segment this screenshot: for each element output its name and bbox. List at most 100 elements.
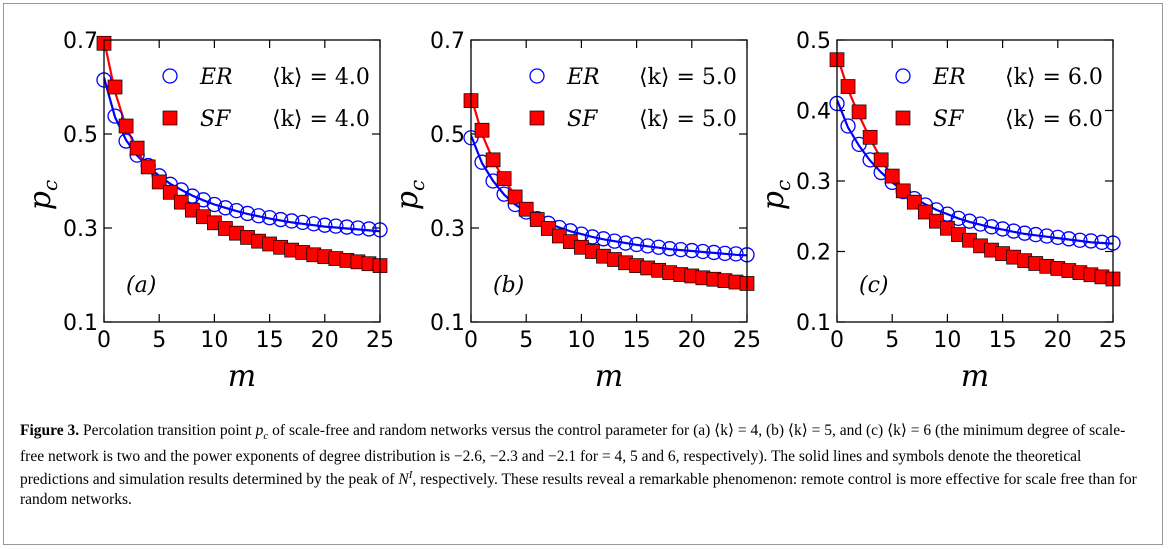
x-tick-label: 10 — [567, 328, 595, 353]
x-tick-label: 20 — [678, 328, 706, 353]
sf-data-point — [151, 174, 167, 190]
sf-data-point — [540, 221, 556, 236]
panel-label: (c) — [859, 273, 889, 298]
panel-label: (a) — [126, 273, 156, 298]
legend-series-name: ER — [566, 65, 600, 90]
er-data-point — [1050, 229, 1066, 246]
er-data-point — [317, 217, 333, 233]
panel-b: 0 5 10 15 20 25 0.1 0.3 0.5 0.7 m pc ER ⟨k⟩ = 5.0 SF ⟨k… — [390, 0, 767, 400]
panel-c: 0 5 10 15 20 25 0.1 0.2 0.3 0.4 0.5 m pc ER ⟨k⟩ = 6.0 S… — [756, 0, 1133, 400]
y-tick-label: 0.2 — [796, 241, 831, 266]
legend-square-marker — [895, 110, 911, 126]
legend-series-degree: ⟨k⟩ = 5.0 — [639, 107, 737, 132]
plot-frame — [470, 39, 748, 323]
er-data-point — [717, 245, 733, 262]
sf-data-point — [129, 140, 145, 156]
chart-a: 0 5 10 15 20 25 0.1 0.3 0.5 0.7 m pc ER ⟨k⟩ = 4.0 SF ⟨k… — [23, 29, 394, 394]
er-data-point — [206, 196, 223, 213]
x-tick-label: 5 — [885, 328, 899, 353]
legend-circle-marker — [895, 68, 911, 84]
legend-series-degree: ⟨k⟩ = 5.0 — [639, 65, 737, 90]
er-data-point — [950, 210, 967, 227]
plot-frame — [836, 39, 1114, 323]
er-data-point — [728, 246, 744, 262]
x-axis-label: m — [228, 359, 256, 394]
legend-series-name: ER — [932, 65, 966, 90]
x-tick-label: 5 — [519, 328, 533, 353]
er-data-point — [295, 214, 311, 231]
y-tick-label: 0.3 — [63, 217, 98, 242]
x-tick-label: 5 — [152, 328, 166, 353]
x-axis-label: m — [961, 359, 989, 394]
y-tick-label: 0.1 — [796, 311, 831, 336]
x-tick-label: 20 — [311, 328, 339, 353]
er-data-point — [695, 243, 711, 260]
sf-data-point — [173, 194, 189, 210]
er-data-point — [239, 205, 256, 222]
sf-data-point — [873, 152, 889, 168]
chart-b: 0 5 10 15 20 25 0.1 0.3 0.5 0.7 m pc ER ⟨k⟩ = 5.0 SF ⟨k… — [390, 29, 761, 394]
legend-circle-marker — [162, 68, 178, 84]
sf-data-point — [884, 168, 900, 184]
x-axis-label: m — [595, 359, 623, 394]
er-data-point — [673, 241, 689, 258]
er-data-point — [639, 238, 656, 254]
er-data-point — [272, 211, 289, 228]
legend-series-degree: ⟨k⟩ = 4.0 — [272, 65, 370, 90]
y-tick-label: 0.5 — [796, 29, 831, 54]
caption-ni-symbol: N — [398, 471, 409, 489]
er-data-point — [662, 241, 678, 257]
legend-series-name: ER — [199, 65, 233, 90]
er-data-point — [1028, 226, 1044, 243]
chart-c: 0 5 10 15 20 25 0.1 0.2 0.3 0.4 0.5 m pc ER ⟨k⟩ = 6.0 S… — [756, 29, 1127, 394]
x-tick-label: 25 — [1099, 328, 1127, 353]
er-data-point — [217, 200, 234, 216]
legend-series-name: SF — [933, 107, 964, 132]
y-axis-label: pc — [390, 180, 429, 210]
plot-frame — [103, 39, 381, 323]
er-data-point — [628, 236, 645, 253]
x-tick-label: 0 — [830, 328, 844, 353]
er-data-point — [284, 213, 300, 229]
x-tick-label: 20 — [1044, 328, 1072, 353]
legend-series-degree: ⟨k⟩ = 6.0 — [1005, 65, 1103, 90]
sf-data-point — [107, 79, 123, 95]
er-data-point — [617, 235, 634, 251]
er-data-point — [250, 208, 267, 224]
y-tick-label: 0.7 — [63, 29, 98, 54]
er-data-point — [1094, 234, 1110, 250]
y-tick-label: 0.5 — [63, 123, 98, 148]
legend-series-degree: ⟨k⟩ = 4.0 — [272, 107, 370, 132]
er-data-point — [1017, 225, 1033, 241]
x-tick-label: 15 — [256, 328, 284, 353]
sf-data-point — [474, 122, 490, 138]
legend-series-name: SF — [200, 107, 231, 132]
sf-data-point — [906, 194, 922, 210]
sf-data-point — [917, 204, 933, 220]
sf-data-point — [162, 184, 178, 200]
x-tick-label: 10 — [200, 328, 228, 353]
er-data-point — [328, 218, 344, 234]
x-tick-label: 0 — [97, 328, 111, 353]
sf-data-point — [895, 183, 911, 199]
sf-data-point — [518, 201, 534, 217]
er-data-point — [339, 219, 355, 235]
y-tick-label: 0.5 — [430, 123, 465, 148]
y-axis-label: pc — [756, 180, 795, 210]
y-tick-label: 0.3 — [430, 217, 465, 242]
caption-text-2: of scale-free and random networks versus… — [20, 422, 1126, 489]
er-data-point — [1039, 228, 1055, 244]
y-tick-label: 0.1 — [430, 311, 465, 336]
er-data-point — [261, 210, 278, 226]
series-0-theory-line — [837, 99, 1113, 245]
x-tick-label: 25 — [366, 328, 394, 353]
legend-series-name: SF — [567, 107, 598, 132]
er-data-point — [972, 216, 989, 232]
figure-frame — [3, 3, 1163, 545]
y-tick-label: 0.4 — [796, 100, 831, 125]
figure-number: Figure 3. — [20, 422, 80, 439]
er-data-point — [595, 231, 612, 247]
sf-data-point — [118, 118, 134, 134]
er-data-point — [1061, 231, 1077, 247]
sf-data-point — [851, 104, 867, 120]
